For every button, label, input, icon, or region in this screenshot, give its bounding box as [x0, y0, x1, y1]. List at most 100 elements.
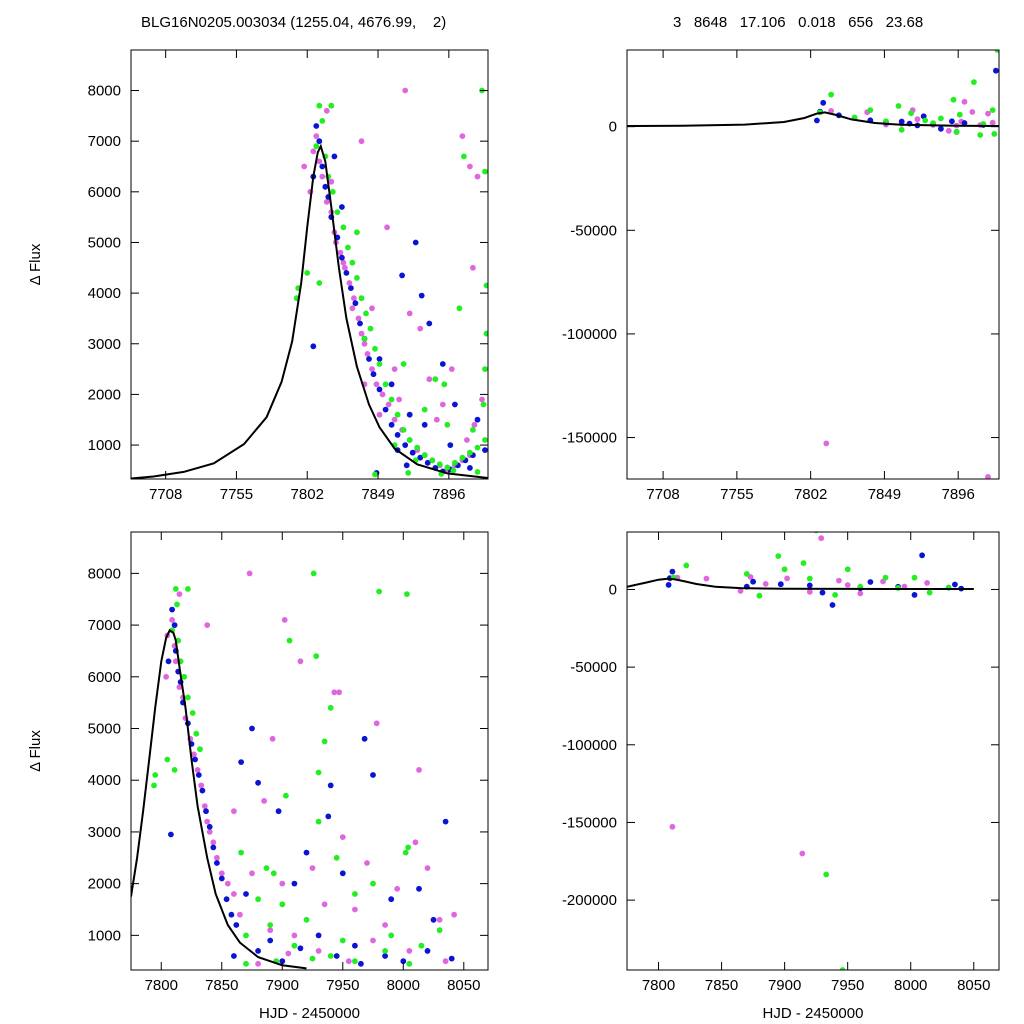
point-series_b-19: [233, 922, 240, 928]
point-series_a-4: [163, 673, 170, 680]
point-series_b-3: [750, 578, 756, 585]
point-series_b-11: [199, 787, 206, 794]
point-series_b-44: [231, 953, 237, 959]
x-tick-label: 7950: [831, 977, 864, 994]
point-series_b-16: [376, 386, 383, 393]
point-series_a-47: [267, 927, 274, 934]
point-series_a-46: [237, 911, 243, 918]
point-series_a-18: [989, 119, 996, 126]
point-series_b-13: [206, 823, 213, 830]
x-tick-label: 7950: [326, 977, 359, 994]
point-series_c-16: [376, 361, 383, 367]
point-series_b-34: [388, 896, 395, 903]
point-series_a-23: [281, 617, 288, 623]
point-series_b-1: [820, 99, 827, 106]
point-series_c-21: [406, 437, 413, 443]
point-series_b-42: [424, 948, 431, 954]
point-series_c-3: [313, 143, 320, 150]
x-tick-label: 7708: [646, 486, 679, 503]
point-series_a-24: [297, 658, 304, 665]
point-series_c-54: [450, 467, 457, 474]
point-series_a-50: [349, 305, 356, 312]
point-series_c-46: [482, 366, 488, 372]
point-series_a-43: [369, 305, 375, 312]
point-series_a-40: [448, 366, 455, 372]
point-series_b-18: [228, 911, 235, 918]
point-series_c-39: [339, 937, 346, 944]
point-series_c-18: [806, 575, 813, 582]
point-series_a-40: [291, 932, 298, 939]
y-tick-label: -100000: [562, 326, 617, 343]
x-tick-label: 8050: [447, 977, 480, 994]
x-axis-label: HJD - 2450000: [259, 1005, 360, 1022]
point-series_c-22: [414, 444, 421, 451]
point-series_b-35: [439, 361, 446, 367]
point-series_b-21: [409, 449, 416, 456]
point-series_a-35: [261, 798, 267, 804]
point-series_a-20: [391, 416, 398, 423]
point-series_c-42: [436, 927, 443, 934]
point-series_c-40: [456, 305, 463, 312]
x-tick-label: 7755: [220, 486, 253, 503]
point-series_b-41: [482, 447, 488, 453]
point-series_c-2: [185, 586, 191, 592]
point-series_c-19: [286, 637, 293, 644]
y-tick-label: -200000: [562, 892, 617, 909]
point-series_b-31: [416, 885, 422, 892]
point-series_b-7: [911, 592, 918, 598]
point-series_a-16: [737, 588, 744, 594]
point-series_c-10: [349, 259, 356, 266]
point-series_c-43: [327, 953, 334, 959]
y-tick-label: 2000: [88, 386, 121, 403]
point-series_b-18: [388, 421, 395, 428]
point-series_b-2: [319, 163, 326, 170]
point-series_b-33: [339, 870, 346, 877]
y-tick-label: 6000: [88, 669, 121, 686]
point-series_c-23: [321, 738, 328, 745]
point-series_a-9: [342, 264, 348, 271]
y-tick-label: 3000: [88, 336, 121, 353]
point-series_a-16: [214, 854, 220, 861]
point-series_a-39: [406, 310, 413, 317]
x-tick-label: 7900: [768, 977, 801, 994]
point-series_c-6: [181, 673, 188, 680]
point-series_b-44: [421, 421, 428, 428]
point-series_c-11: [152, 772, 159, 778]
point-series_b-33: [426, 320, 433, 327]
point-series_a-51: [406, 948, 413, 954]
point-series_a-10: [818, 535, 825, 542]
point-series_b-3: [165, 658, 172, 665]
model-curve: [131, 143, 488, 479]
point-series_a-32: [451, 911, 457, 918]
point-series_b-26: [361, 735, 368, 742]
point-series_a-53: [285, 950, 292, 957]
point-series_b-4: [322, 183, 329, 190]
x-tick-label: 8050: [957, 977, 990, 994]
point-series_b-47: [358, 960, 364, 967]
point-series_a-15: [364, 351, 371, 357]
point-series_a-41: [352, 906, 358, 913]
y-tick-label: 0: [609, 119, 617, 136]
point-series_b-48: [297, 945, 304, 952]
y-tick-label: 8000: [88, 83, 121, 100]
y-tick-label: 4000: [88, 772, 121, 789]
point-series_a-33: [269, 735, 276, 742]
point-series_a-37: [339, 834, 346, 840]
header-left-title: BLG16N0205.003034 (1255.04, 4676.99, 2): [141, 14, 447, 31]
point-series_a-17: [806, 588, 813, 595]
point-series_a-21: [204, 622, 211, 628]
point-series_a-9: [191, 751, 197, 758]
point-series_c-13: [164, 756, 171, 763]
y-tick-label: 0: [609, 581, 617, 598]
point-series_b-46: [447, 442, 454, 448]
x-tick-label: 7896: [942, 486, 975, 503]
point-series_c-8: [882, 574, 889, 581]
point-series_c-3: [781, 566, 788, 573]
point-series_a-33: [402, 87, 409, 94]
point-series_a-34: [459, 133, 466, 140]
point-series_a-13: [358, 330, 365, 337]
point-series_a-47: [479, 396, 485, 403]
point-series_b-10: [348, 285, 354, 291]
point-series_c-27: [452, 459, 458, 466]
point-series_a-30: [424, 865, 431, 871]
